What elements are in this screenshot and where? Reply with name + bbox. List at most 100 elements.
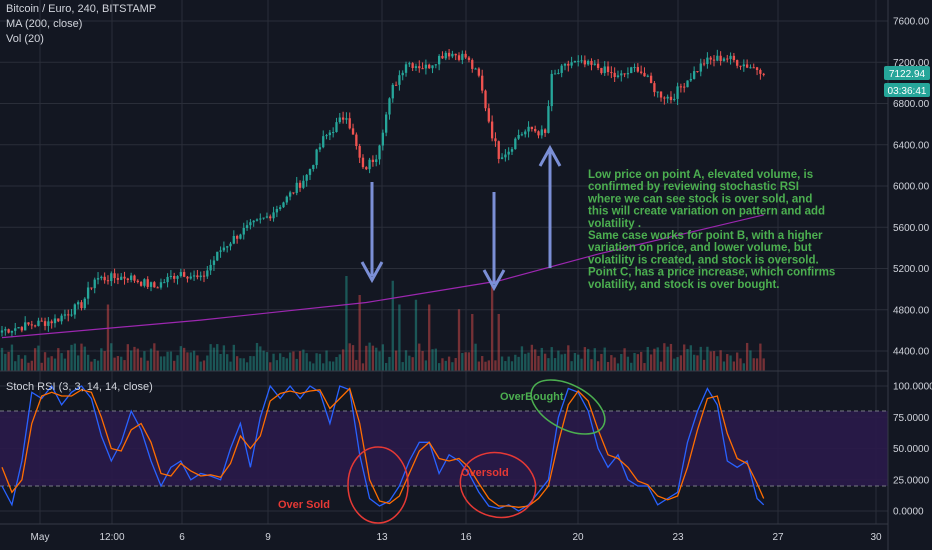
candle	[673, 93, 676, 102]
candle	[613, 67, 616, 82]
candle	[249, 218, 252, 230]
volume-bar	[431, 349, 434, 371]
volume-bar	[755, 358, 759, 371]
time-tick-label: 27	[772, 532, 784, 543]
candle	[182, 269, 186, 278]
volume-bar	[4, 353, 7, 371]
candle	[742, 59, 745, 72]
candle	[202, 270, 206, 283]
price-candles	[0, 49, 765, 338]
candle	[692, 66, 696, 80]
candle	[471, 58, 474, 73]
time-tick-label: 9	[265, 532, 271, 543]
volume-bar	[40, 362, 43, 371]
stoch-rsi-band	[0, 410, 888, 487]
candle	[116, 273, 120, 285]
candle	[166, 273, 169, 288]
volume-bar	[593, 348, 596, 371]
volume-bar	[235, 356, 239, 371]
candle	[0, 325, 4, 337]
volume-indicator-label[interactable]: Vol (20)	[6, 33, 44, 45]
candle	[421, 62, 424, 70]
volume-bar	[669, 343, 673, 371]
volume-bar	[269, 362, 272, 371]
volume-bar	[613, 357, 616, 371]
candle	[70, 309, 73, 317]
candle	[93, 277, 96, 294]
volume-bar	[616, 363, 620, 371]
candle	[143, 278, 146, 288]
stoch-rsi-title[interactable]: Stoch RSI (3, 3, 14, 14, close)	[6, 381, 153, 393]
candle	[587, 59, 590, 66]
volume-bar	[90, 361, 93, 371]
candle	[414, 63, 418, 71]
volume-bar	[686, 348, 689, 371]
candle	[279, 205, 282, 211]
candle	[37, 317, 40, 327]
volume-bar	[80, 343, 83, 371]
volume-bar	[202, 360, 206, 371]
candle	[729, 52, 732, 65]
oversold-label: Oversold	[461, 467, 509, 479]
candle	[212, 256, 216, 271]
candle	[464, 50, 467, 59]
volume-bar	[663, 343, 666, 371]
candle	[745, 59, 749, 69]
volume-bar	[318, 353, 322, 371]
price-axis-ticks[interactable]: 4400.00 4800.00 5200.00 5600.00 6000.00 6400.…	[893, 17, 930, 358]
candle	[308, 168, 312, 181]
note-line: Same case works for point B, with a high…	[588, 230, 823, 242]
candle	[490, 115, 494, 142]
candle	[375, 154, 378, 167]
volume-bar	[749, 350, 752, 371]
candle	[50, 319, 53, 329]
volume-bar	[345, 276, 348, 371]
volume-bar	[636, 354, 640, 371]
volume-bar	[50, 356, 53, 371]
candle	[696, 71, 699, 73]
volume-bar	[699, 346, 702, 371]
volume-bar	[365, 345, 368, 371]
volume-bar	[70, 344, 73, 371]
volume-bar	[93, 359, 96, 371]
candle	[133, 274, 136, 283]
volume-bar	[520, 346, 524, 371]
volume-bar	[30, 360, 33, 371]
volume-bar	[570, 361, 573, 371]
volume-bar	[209, 344, 212, 371]
volume-bar	[113, 357, 116, 371]
ma-indicator-label[interactable]: MA (200, close)	[6, 18, 83, 30]
candle	[252, 220, 255, 227]
candle	[63, 309, 67, 320]
symbol-title[interactable]: Bitcoin / Euro, 240, BITSTAMP	[6, 3, 157, 15]
volume-bar	[292, 351, 295, 371]
volume-bar	[626, 356, 630, 371]
candle	[736, 59, 739, 69]
volume-bar	[404, 350, 408, 371]
candle	[610, 66, 613, 79]
candle	[404, 61, 408, 77]
volume-bar	[53, 358, 57, 371]
candle	[315, 148, 318, 169]
candle	[186, 275, 189, 283]
candle	[656, 91, 659, 98]
time-axis-ticks[interactable]: May 12:00 6 9 13 16 20 23 27 30	[31, 532, 882, 543]
candle	[245, 220, 249, 231]
candle	[517, 129, 520, 141]
candle	[83, 297, 86, 311]
volume-bar	[47, 357, 50, 371]
volume-bar	[474, 343, 477, 371]
candle	[391, 83, 394, 103]
candle	[759, 68, 762, 80]
volume-bar	[196, 355, 199, 371]
candle	[537, 130, 540, 139]
volume-bar	[302, 349, 305, 371]
volume-bar	[726, 354, 729, 371]
candle	[570, 56, 573, 69]
volume-bar	[106, 304, 110, 371]
candle	[722, 57, 726, 62]
volume-bar	[288, 352, 292, 371]
volume-bar	[169, 351, 173, 371]
volume-bar	[351, 345, 355, 371]
